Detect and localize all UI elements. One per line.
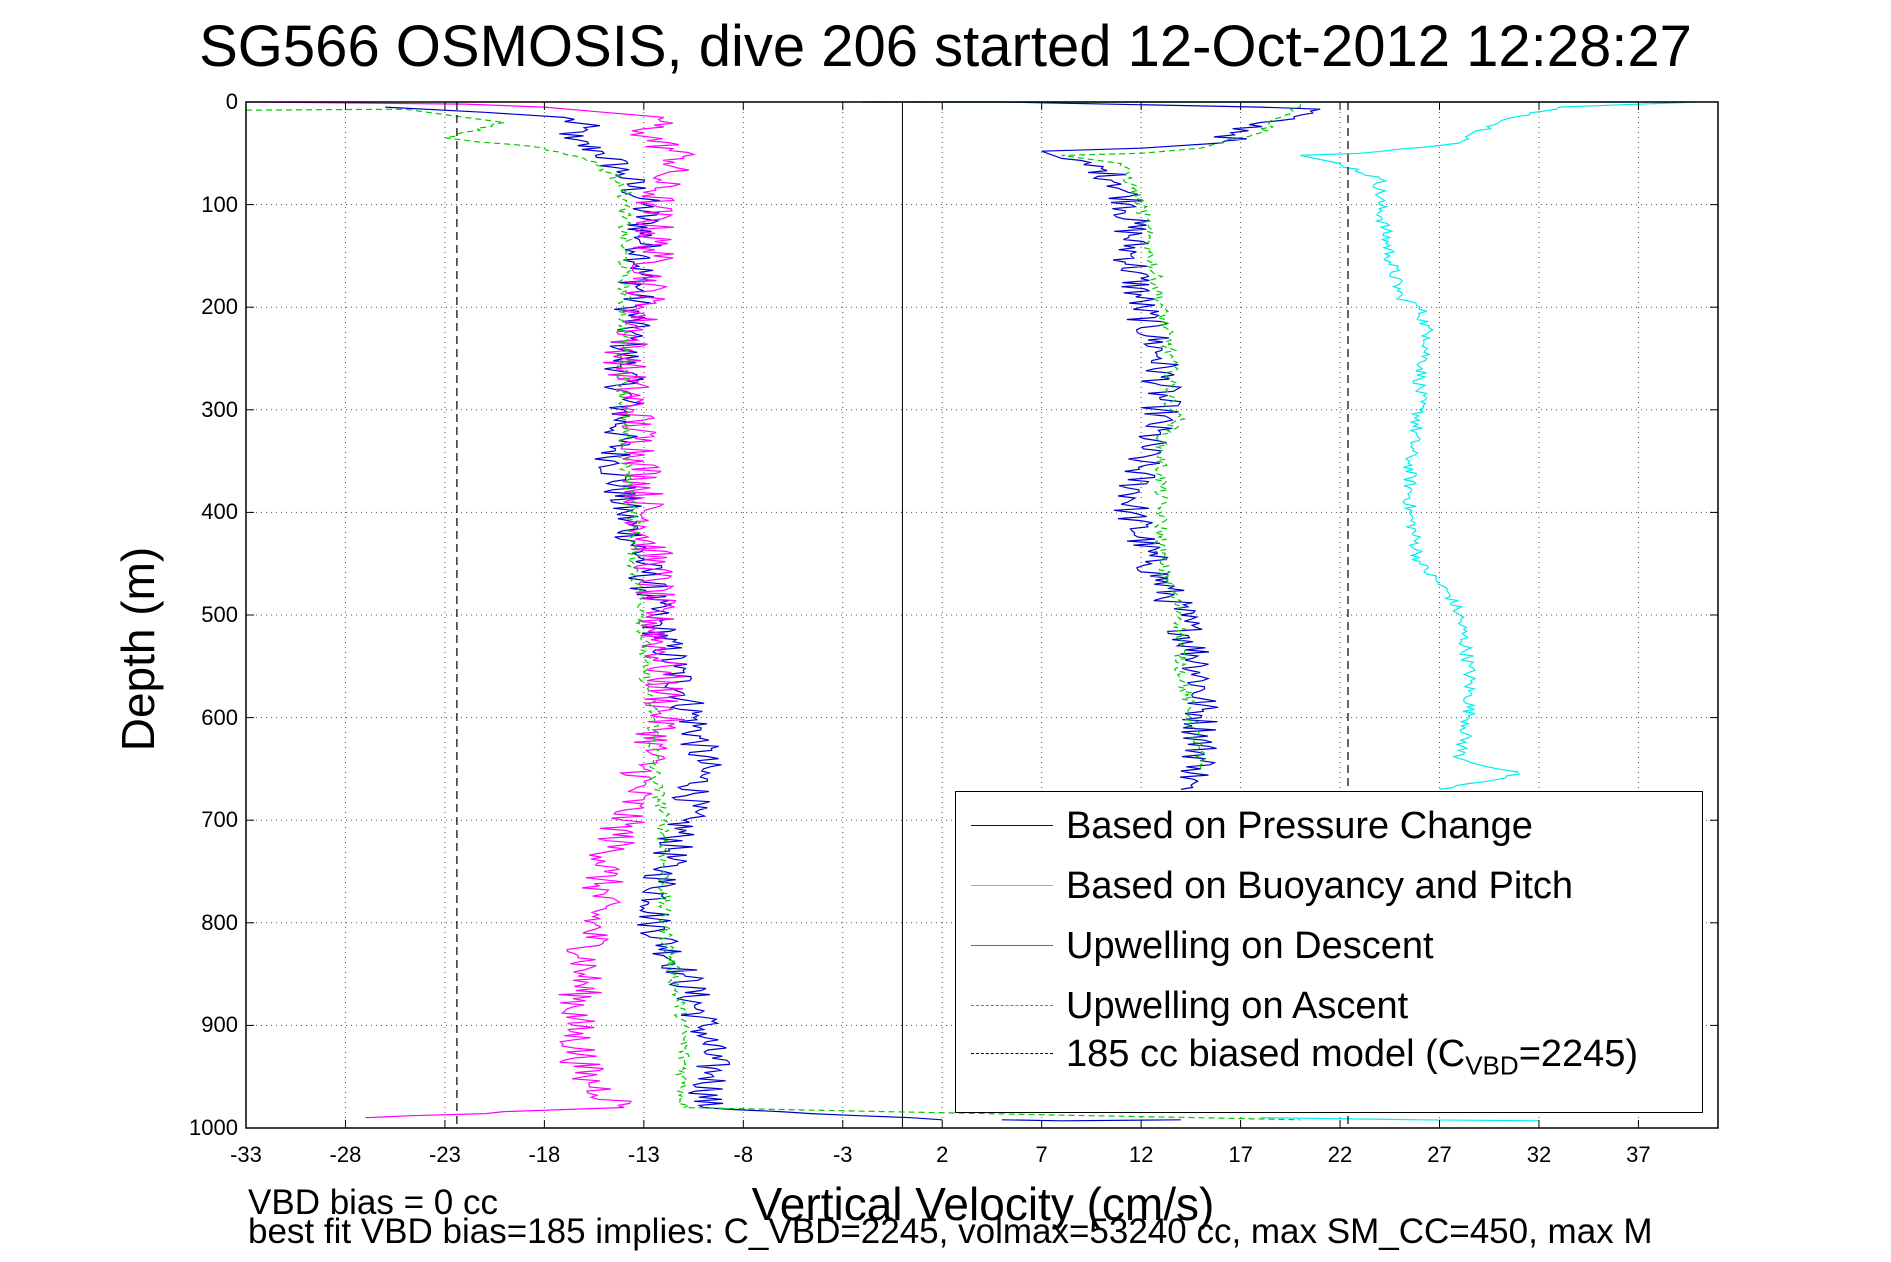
- x-axis-label: Vertical Velocity (cm/s): [751, 1178, 1215, 1230]
- legend-model-subscript: VBD: [1465, 1050, 1519, 1081]
- legend-label: Upwelling on Descent: [1066, 925, 1434, 967]
- x-tick-label: 37: [1626, 1142, 1651, 1167]
- series-line-based-on-pressure-change: [1001, 1119, 1181, 1122]
- legend-swatch: [971, 1005, 1053, 1006]
- x-tick-label: 2: [936, 1142, 949, 1167]
- x-tick-label: 17: [1228, 1142, 1253, 1167]
- x-tick-label: 7: [1035, 1142, 1048, 1167]
- y-tick-label: 0: [225, 89, 238, 114]
- x-tick-label: -13: [627, 1142, 660, 1167]
- legend-item-buoyancy: Based on Buoyancy and Pitch: [956, 858, 1702, 914]
- series-group: [245, 101, 1699, 1128]
- y-tick-label: 400: [201, 499, 238, 525]
- legend-item-descent: Upwelling on Descent: [956, 918, 1702, 974]
- series-line-upwelling-on-ascent: [862, 101, 1301, 770]
- legend-label: 185 cc biased model (CVBD=2245): [1066, 1026, 1638, 1094]
- legend-label: Upwelling on Ascent: [1066, 985, 1409, 1027]
- y-tick-label: 200: [201, 294, 238, 320]
- series-line-based-on-buoyancy-and-pitch: [1260, 1117, 1540, 1122]
- legend: Based on Pressure Change Based on Buoyan…: [955, 791, 1703, 1113]
- series-line-based-on-pressure-change: [385, 106, 943, 1121]
- legend-label: Based on Pressure Change: [1066, 805, 1533, 847]
- legend-swatch: [971, 825, 1053, 826]
- x-tick-label: 22: [1327, 1142, 1353, 1167]
- y-tick-label: 1000: [189, 1115, 238, 1140]
- legend-swatch: [971, 885, 1053, 886]
- legend-model-text-end: =2245): [1518, 1033, 1639, 1075]
- legend-swatch: [971, 945, 1053, 946]
- x-tick-label: -3: [832, 1142, 853, 1167]
- footer-bias-text: VBD bias = 0 cc: [248, 1183, 498, 1222]
- x-tick-label: -18: [528, 1142, 561, 1167]
- x-tick-label: 12: [1128, 1142, 1154, 1167]
- series-line-upwelling-on-ascent: [245, 108, 1301, 1121]
- legend-swatch: [971, 1053, 1053, 1054]
- chart-title: SG566 OSMOSIS, dive 206 started 12-Oct-2…: [199, 14, 1692, 79]
- series-line-upwelling-on-descent: [245, 101, 696, 1119]
- y-tick-label: 800: [201, 909, 238, 935]
- y-tick-label: 300: [201, 396, 238, 422]
- x-tick-label: -28: [329, 1142, 362, 1167]
- y-tick-label: 500: [201, 602, 238, 627]
- legend-item-model: 185 cc biased model (CVBD=2245): [956, 1026, 1702, 1082]
- x-tick-label: -23: [429, 1142, 461, 1167]
- series-line-based-on-buoyancy-and-pitch: [942, 101, 1699, 790]
- x-tick-label: 32: [1526, 1142, 1552, 1167]
- legend-model-text: 185 cc biased model (C: [1066, 1033, 1466, 1075]
- y-tick-label: 600: [201, 704, 238, 730]
- y-tick-label: 900: [201, 1012, 238, 1038]
- legend-label: Based on Buoyancy and Pitch: [1066, 865, 1574, 907]
- footer-bestfit-text: best fit VBD bias=185 implies: C_VBD=224…: [248, 1212, 1653, 1251]
- legend-item-ascent: Upwelling on Ascent: [956, 978, 1702, 1034]
- series-line-based-on-pressure-change: [862, 101, 1321, 790]
- x-tick-label: 27: [1427, 1142, 1452, 1167]
- tick-marks: [245, 101, 1718, 1129]
- x-tick-label: -33: [230, 1142, 262, 1167]
- y-tick-label: 700: [201, 807, 238, 833]
- x-tick-label: -8: [733, 1142, 754, 1167]
- legend-item-pressure: Based on Pressure Change: [956, 798, 1702, 854]
- y-tick-label: 100: [201, 191, 238, 217]
